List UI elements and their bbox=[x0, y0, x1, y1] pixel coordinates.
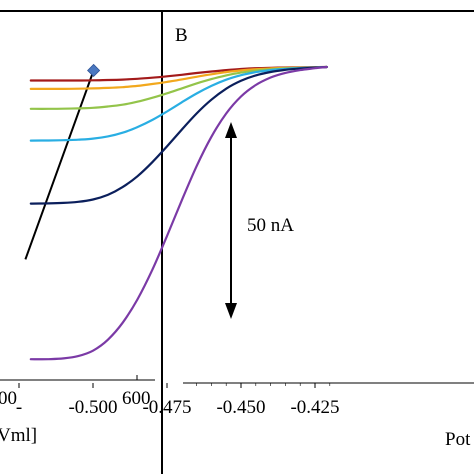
scale-bar-arrow-bottom bbox=[225, 303, 237, 319]
panel-a-data-point bbox=[87, 63, 101, 78]
panel-b-x-tick-label: -0.475 bbox=[142, 397, 191, 418]
scale-bar-label: 50 nA bbox=[247, 215, 294, 236]
panel-b-curve-4 bbox=[29, 65, 328, 142]
panel-a-x-tick-label: 00 bbox=[0, 388, 17, 409]
panel-b-x-tick-label: -0.450 bbox=[216, 397, 265, 418]
panel-b: B -0.425 -0.450 -0.475 -0.500 - 50 nA Pot bbox=[16, 25, 474, 450]
panel-b-x-tick-label: - bbox=[16, 397, 22, 418]
scale-bar: 50 nA bbox=[225, 122, 294, 319]
panel-b-x-tick-label: -0.425 bbox=[290, 397, 339, 418]
panel-b-curve-6 bbox=[29, 65, 328, 361]
panel-b-x-tick-label: -0.500 bbox=[68, 397, 117, 418]
scale-bar-arrow-top bbox=[225, 122, 237, 138]
panel-a: 00 600 Vml] bbox=[0, 63, 155, 446]
panel-b-axis-marks: -0.425 -0.450 -0.475 -0.500 - bbox=[16, 383, 340, 418]
panel-b-x-axis-label: Pot bbox=[445, 429, 471, 450]
panel-a-x-axis-label: Vml] bbox=[0, 425, 37, 446]
panel-b-curve-5 bbox=[29, 65, 328, 205]
panel-b-label: B bbox=[175, 25, 188, 46]
panel-a-x-tick-label: 600 bbox=[122, 388, 151, 409]
panel-b-curves bbox=[29, 65, 328, 361]
panel-a-series-line bbox=[24, 70, 95, 260]
